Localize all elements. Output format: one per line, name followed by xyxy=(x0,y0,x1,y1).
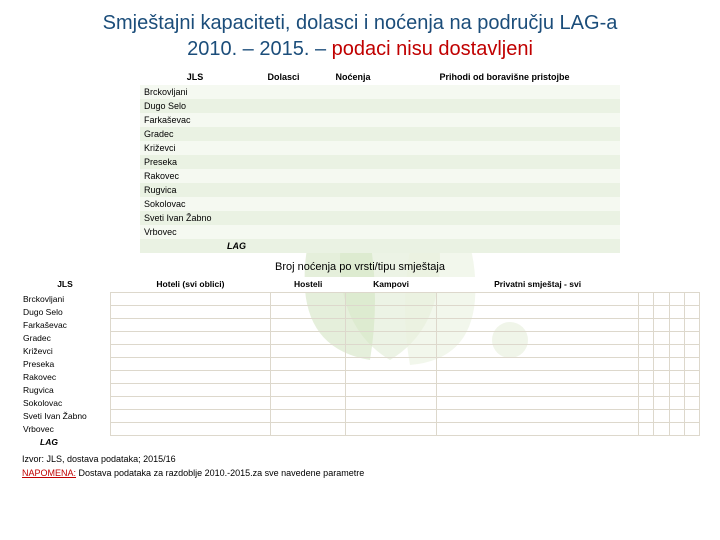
section-title: Broj noćenja po vrsti/tipu smještaja xyxy=(20,261,700,273)
table2-header: Hosteli xyxy=(271,277,346,292)
table-row: Dugo Selo xyxy=(140,99,620,113)
table-capacity: JLSDolasciNoćenjaPrihodi od boravišne pr… xyxy=(140,70,620,253)
table-row: Rugvica xyxy=(20,383,700,396)
table-row: Brckovljani xyxy=(20,292,700,305)
title-line1: Smještajni kapaciteti, dolasci i noćenja… xyxy=(103,12,618,34)
table2-header: JLS xyxy=(20,277,110,292)
table-row: Farkaševac xyxy=(140,113,620,127)
table-row: Križevci xyxy=(140,141,620,155)
table-row: Sokolovac xyxy=(20,396,700,409)
table-row: Rakovec xyxy=(20,370,700,383)
table-row: Preseka xyxy=(140,155,620,169)
table-row: Preseka xyxy=(20,357,700,370)
note: NAPOMENA: Dostava podataka za razdoblje … xyxy=(22,468,700,478)
footer: Izvor: JLS, dostava podataka; 2015/16 NA… xyxy=(20,454,700,478)
table-row: Brckovljani xyxy=(140,85,620,99)
table1-header: JLS xyxy=(140,70,250,85)
table1-header: Prihodi od boravišne pristojbe xyxy=(389,70,620,85)
title-line2b: podaci nisu dostavljeni xyxy=(332,38,533,60)
table-overnight-by-type: JLSHoteli (svi oblici)HosteliKampoviPriv… xyxy=(20,277,700,448)
table1-header: Noćenja xyxy=(317,70,389,85)
table-row: Rakovec xyxy=(140,169,620,183)
table1-header: Dolasci xyxy=(250,70,317,85)
table2-header: Kampovi xyxy=(346,277,437,292)
table-row: Vrbovec xyxy=(20,422,700,435)
table-row: Križevci xyxy=(20,344,700,357)
source-text: Izvor: JLS, dostava podataka; 2015/16 xyxy=(22,454,700,464)
table-row-lag: LAG xyxy=(20,435,700,448)
table-row: Rugvica xyxy=(140,183,620,197)
table-row: Sveti Ivan Žabno xyxy=(140,211,620,225)
table-row: Farkaševac xyxy=(20,318,700,331)
table-row: Gradec xyxy=(140,127,620,141)
table-row: Sokolovac xyxy=(140,197,620,211)
table2-header: Hoteli (svi oblici) xyxy=(110,277,271,292)
note-text: Dostava podataka za razdoblje 2010.-2015… xyxy=(76,468,364,478)
title-line2a: 2010. – 2015. – xyxy=(187,38,332,60)
table-row: Vrbovec xyxy=(140,225,620,239)
table-row: Sveti Ivan Žabno xyxy=(20,409,700,422)
table-row-lag: LAG xyxy=(140,239,620,253)
note-label: NAPOMENA: xyxy=(22,468,76,478)
table-row: Gradec xyxy=(20,331,700,344)
table-row: Dugo Selo xyxy=(20,305,700,318)
page-title: Smještajni kapaciteti, dolasci i noćenja… xyxy=(20,10,700,62)
table2-header: Privatni smještaj - svi xyxy=(437,277,639,292)
